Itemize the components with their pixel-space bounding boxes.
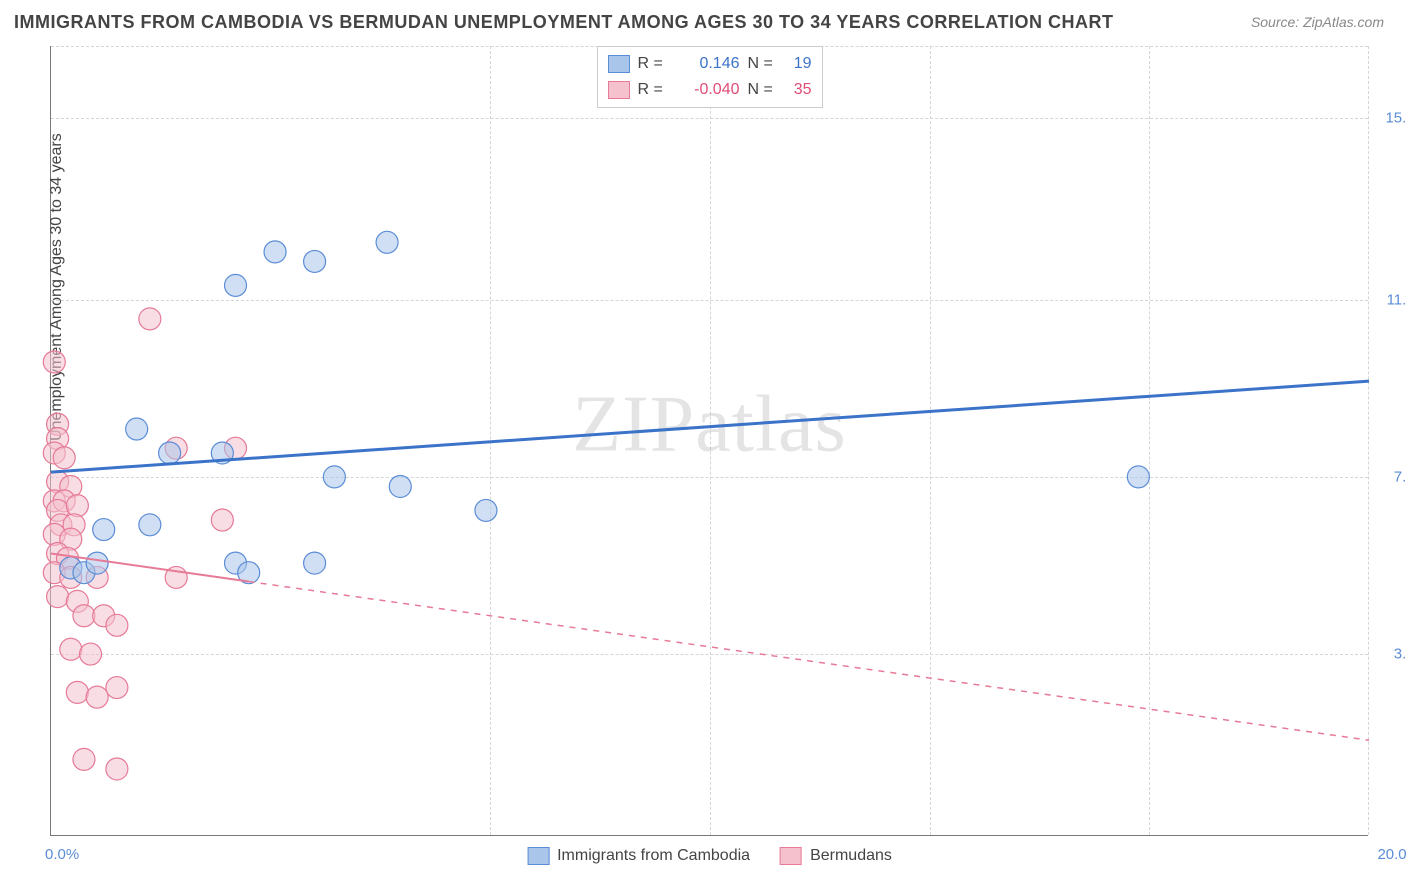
legend-n-value-0: 19	[786, 55, 812, 73]
data-point	[139, 514, 161, 536]
x-tick-label: 20.0%	[1377, 846, 1406, 863]
data-point	[159, 442, 181, 464]
data-point	[376, 231, 398, 253]
correlation-legend: R = 0.146 N = 19 R = -0.040 N = 35	[597, 46, 823, 108]
legend-swatch-0	[608, 55, 630, 73]
data-point	[1127, 466, 1149, 488]
data-point	[211, 509, 233, 531]
plot-area: Unemployment Among Ages 30 to 34 years 3…	[50, 46, 1368, 836]
data-point	[106, 758, 128, 780]
data-point	[106, 677, 128, 699]
legend-n-value-1: 35	[786, 81, 812, 99]
data-point	[475, 499, 497, 521]
legend-r-value-0: 0.146	[676, 55, 740, 73]
data-point	[264, 241, 286, 263]
legend-row-series-0: R = 0.146 N = 19	[608, 51, 812, 77]
legend-row-series-1: R = -0.040 N = 35	[608, 77, 812, 103]
legend-swatch-bottom-0	[527, 847, 549, 865]
legend-item-0: Immigrants from Cambodia	[527, 847, 750, 865]
data-point	[60, 638, 82, 660]
series-legend: Immigrants from Cambodia Bermudans	[527, 847, 892, 865]
data-point	[73, 748, 95, 770]
y-tick-label: 11.2%	[1373, 291, 1406, 308]
data-point	[93, 519, 115, 541]
legend-n-label: N =	[748, 55, 778, 73]
data-point	[304, 552, 326, 574]
data-point	[53, 447, 75, 469]
legend-label-1: Bermudans	[810, 847, 892, 865]
y-tick-label: 3.8%	[1373, 646, 1406, 663]
data-point	[66, 681, 88, 703]
chart-title: IMMIGRANTS FROM CAMBODIA VS BERMUDAN UNE…	[14, 12, 1114, 33]
y-tick-label: 7.5%	[1373, 468, 1406, 485]
legend-label-0: Immigrants from Cambodia	[557, 847, 750, 865]
data-point	[126, 418, 148, 440]
data-point	[106, 614, 128, 636]
legend-r-label: R =	[638, 55, 668, 73]
data-point	[47, 586, 69, 608]
trend-line-extrapolated	[249, 582, 1369, 741]
legend-n-label: N =	[748, 81, 778, 99]
scatter-svg	[51, 46, 1368, 835]
chart-container: IMMIGRANTS FROM CAMBODIA VS BERMUDAN UNE…	[0, 0, 1406, 892]
data-point	[304, 250, 326, 272]
data-point	[323, 466, 345, 488]
y-tick-label: 15.0%	[1373, 109, 1406, 126]
source-attribution: Source: ZipAtlas.com	[1251, 14, 1384, 30]
legend-swatch-bottom-1	[780, 847, 802, 865]
data-point	[66, 495, 88, 517]
data-point	[80, 643, 102, 665]
data-point	[225, 274, 247, 296]
legend-item-1: Bermudans	[780, 847, 892, 865]
data-point	[73, 605, 95, 627]
legend-swatch-1	[608, 81, 630, 99]
data-point	[389, 475, 411, 497]
legend-r-label: R =	[638, 81, 668, 99]
data-point	[86, 552, 108, 574]
data-point	[86, 686, 108, 708]
data-point	[43, 351, 65, 373]
x-tick-label: 0.0%	[45, 846, 79, 863]
trend-line	[51, 381, 1369, 472]
data-point	[139, 308, 161, 330]
legend-r-value-1: -0.040	[676, 81, 740, 99]
